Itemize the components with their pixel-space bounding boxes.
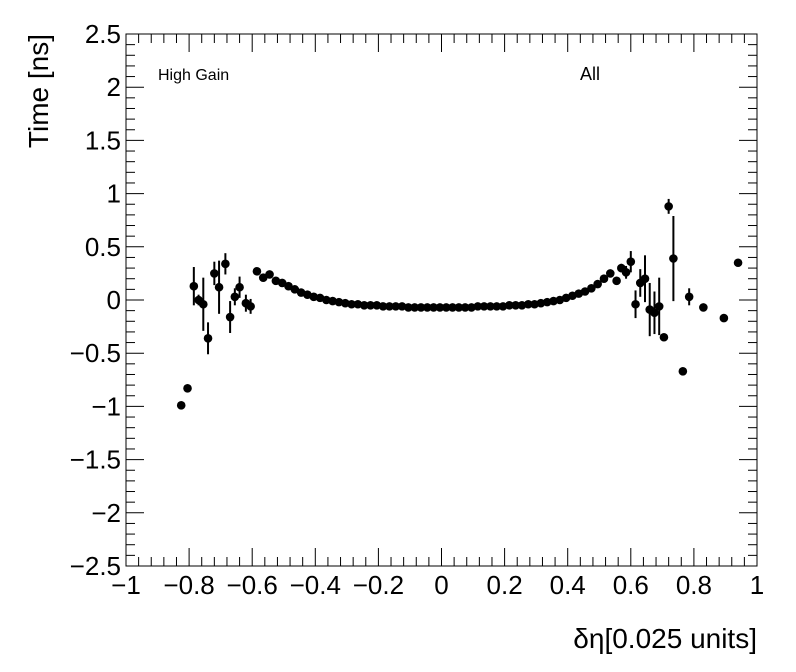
data-point [347, 299, 356, 309]
data-point [435, 303, 445, 312]
data-point [441, 303, 451, 312]
x-axis-title: δη[0.025 units] [573, 623, 757, 654]
x-tick-label: −0.4 [290, 570, 341, 600]
data-point [654, 302, 664, 311]
data-point [473, 302, 483, 311]
data-point [423, 303, 432, 312]
y-tick-label: −2 [91, 498, 121, 528]
y-tick-label: 1.5 [85, 125, 121, 155]
data-point [479, 302, 489, 311]
data-point [246, 302, 255, 311]
data-point [699, 303, 708, 312]
y-axis-title: Time [ns] [23, 34, 54, 148]
data-point [198, 299, 208, 309]
data-point [366, 301, 375, 310]
x-tick-label: 0.6 [613, 570, 649, 600]
data-point [505, 301, 514, 310]
x-tick-label: −1 [111, 570, 141, 600]
y-tick-label: 2 [107, 72, 121, 102]
data-point [511, 301, 520, 310]
y-tick-label: 0 [107, 285, 121, 315]
data-point [454, 303, 464, 312]
data-point [210, 269, 219, 278]
data-point [176, 401, 186, 410]
data-point [523, 299, 533, 309]
y-tick-label: −2.5 [70, 551, 121, 581]
x-tick-label: 0.8 [676, 570, 712, 600]
data-points [176, 202, 743, 410]
x-tick-label: −0.6 [227, 570, 278, 600]
data-point [664, 202, 673, 211]
data-point [684, 292, 694, 302]
data-point [593, 279, 602, 289]
y-tick-label: 1 [107, 179, 121, 209]
x-tick-label: 0.4 [550, 570, 586, 600]
data-point [385, 302, 394, 311]
data-point [486, 302, 495, 311]
data-point [587, 283, 596, 293]
data-point [640, 274, 650, 284]
y-tick-label: −1.5 [70, 445, 121, 475]
data-point [626, 257, 636, 266]
x-tick-label: −0.8 [163, 570, 214, 600]
data-point [733, 258, 743, 268]
x-tick-labels: −1 −0.8 −0.6 −0.4 −0.2 0 0.2 0.4 0.6 0.8 1 [111, 570, 764, 600]
data-point [235, 282, 244, 292]
data-point [460, 303, 470, 312]
data-point [678, 366, 688, 376]
data-point [719, 313, 729, 323]
y-tick-label: 0.5 [85, 232, 121, 262]
data-point [404, 303, 413, 312]
data-point [599, 274, 609, 284]
data-point [492, 302, 502, 311]
data-point [631, 299, 640, 309]
data-point [189, 281, 199, 291]
data-point [612, 276, 621, 286]
y-tick-label: −1 [91, 391, 121, 421]
data-point [230, 292, 240, 302]
x-tick-label: −0.2 [353, 570, 404, 600]
data-point [605, 269, 615, 278]
annotation-all: All [580, 64, 600, 84]
data-point [669, 254, 678, 263]
x-tick-label: 0.2 [487, 570, 523, 600]
data-point [650, 308, 659, 318]
axis-ticks [125, 33, 758, 567]
data-point [359, 301, 369, 310]
x-tick-label: 0 [434, 570, 448, 600]
data-point [203, 334, 213, 343]
y-tick-label: 2.5 [85, 19, 121, 49]
x-tick-label: 1 [750, 570, 764, 600]
plot-frame [125, 33, 758, 567]
data-point [416, 303, 426, 312]
data-point [183, 384, 192, 393]
data-point [429, 303, 438, 312]
annotation-high-gain: High Gain [158, 67, 229, 84]
data-point [225, 312, 235, 322]
data-point [391, 302, 401, 311]
data-point [621, 268, 631, 277]
data-point [448, 303, 457, 312]
y-tick-label: −0.5 [70, 338, 121, 368]
data-point [252, 266, 262, 276]
data-point [410, 303, 419, 312]
data-point [221, 259, 230, 269]
data-point [265, 270, 274, 279]
y-tick-labels: 2.5 2 1.5 1 0.5 0 −0.5 −1 −1.5 −2 −2.5 [70, 19, 121, 581]
data-point [214, 282, 224, 292]
data-point [378, 302, 388, 311]
data-point [659, 332, 669, 342]
